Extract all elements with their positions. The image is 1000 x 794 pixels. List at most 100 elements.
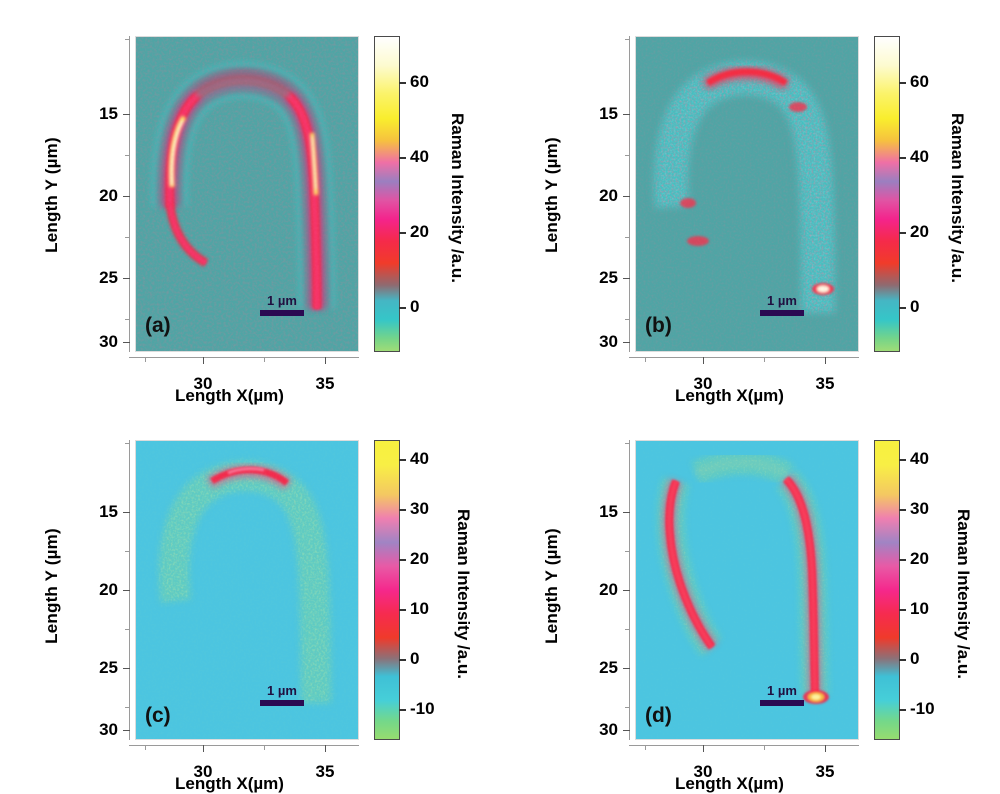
- panel-d-plot: 15 20 25 30 30 35: [599, 440, 859, 781]
- panel-d-cbar-label-10: 10: [910, 599, 929, 618]
- panel-b-colorbar: 60 40 20 0: [874, 36, 929, 352]
- panel-a-ylabel: Length Y (µm): [41, 137, 61, 253]
- panel-c-ytick-label-20: 20: [99, 580, 118, 599]
- panel-c-ytick-minor: [125, 629, 130, 630]
- panel-c-cbar-label-neg10: -10: [410, 699, 435, 718]
- panel-a-xtick-label-35: 35: [315, 374, 335, 393]
- panel-c-scalebar: 1 µm: [260, 684, 304, 706]
- panel-d-xtick-minor: [645, 745, 646, 750]
- panel-d-ytick-minor: [625, 629, 630, 630]
- panel-d-xtick-minor: [764, 745, 765, 750]
- panel-b-xtick-minor: [764, 357, 765, 362]
- panel-c-ytick-label-15: 15: [99, 502, 118, 521]
- panel-b-xlabel: Length X(µm): [675, 386, 784, 405]
- panel-a-ytick-30: 30: [99, 332, 130, 351]
- panel-b-cbar-label-20: 20: [910, 222, 929, 241]
- panel-c-letter: (c): [145, 704, 171, 727]
- panel-a-plot: 15 20 25 30 30 35: [99, 36, 359, 393]
- panel-b-cbar-label-60: 60: [910, 72, 929, 91]
- panel-c-cbar-tick-30: [399, 509, 406, 511]
- panel-b-xtick-label-30: 30: [693, 374, 713, 393]
- panel-a-cbar-tick-20: [399, 232, 406, 234]
- panel-d-cbar-label-30: 30: [910, 499, 929, 518]
- panel-b-ytick-minor: [625, 39, 630, 40]
- panel-a-heatmap: [135, 36, 359, 352]
- panel-b-letter: (b): [645, 314, 672, 337]
- panel-a-ytick-minor: [125, 39, 130, 40]
- panel-b-cbar-tick-0: [899, 307, 906, 309]
- panel-a-cbar-label-40: 40: [410, 147, 429, 166]
- panel-b-ytick-minor: [625, 155, 630, 156]
- panel-b-xtick-30: 30: [694, 357, 712, 393]
- panel-d-scalebar-label: 1 µm: [767, 683, 797, 699]
- panel-b-xtick-minor: [645, 357, 646, 362]
- panel-c-plot: 15 20 25 30 30 35: [99, 440, 359, 781]
- panel-a-ytick-label-15: 15: [99, 104, 118, 123]
- panel-c-xlabel: Length X(µm): [175, 774, 284, 793]
- panel-a-scalebar: 1 µm: [260, 294, 304, 316]
- panel-a-colorbar-title: Raman Intensity /a.u.: [448, 112, 467, 284]
- panel-c-colorbar-title: Raman Intensity /a.u.: [454, 508, 473, 680]
- panel-d-ytick-30: 30: [599, 720, 630, 739]
- panel-b-ytick-label-20: 20: [599, 186, 618, 205]
- panel-c: Length Y (µm) 15 20 25 30 30: [0, 396, 500, 793]
- panel-a-cbar-tick-0: [399, 307, 406, 309]
- panel-a-xtick-minor: [145, 357, 146, 362]
- panel-c-xtick-minor: [264, 745, 265, 750]
- panel-c-xtick-minor: [145, 745, 146, 750]
- panel-a-ytick-label-25: 25: [99, 268, 118, 287]
- panel-b-scalebar-rule: [760, 310, 804, 316]
- panel-c-cbar-tick-20: [399, 559, 406, 561]
- panel-a-scalebar-label: 1 µm: [267, 293, 297, 309]
- panel-d: Length Y (µm) 15 20 25 30 30: [500, 396, 1000, 793]
- panel-b-ytick-label-25: 25: [599, 268, 618, 287]
- panel-d-ytick-label-30: 30: [599, 720, 618, 739]
- panel-d-letter: (d): [645, 704, 672, 727]
- panel-a-cbar-label-20: 20: [410, 222, 429, 241]
- panel-d-heatmap: [635, 440, 859, 740]
- panel-c-ytick-minor: [125, 551, 130, 552]
- panel-d-ytick-label-25: 25: [599, 658, 618, 677]
- panel-d-scalebar: 1 µm: [760, 684, 804, 706]
- panel-c-cbar-tick-neg10: [399, 709, 406, 711]
- panel-c-xtick-label-35: 35: [315, 762, 335, 781]
- panel-b-xaxis: [629, 357, 859, 358]
- panel-b-ytick-20: 20: [599, 186, 630, 205]
- panel-a-cbar-tick-40: [399, 157, 406, 159]
- panel-c-cbar-label-40: 40: [410, 449, 429, 468]
- panel-a-letter: (a): [145, 314, 171, 337]
- panel-b-plot: 15 20 25 30 30 35: [599, 36, 859, 393]
- panel-b-scalebar-label: 1 µm: [767, 293, 797, 309]
- panel-c-cbar-tick-10: [399, 609, 406, 611]
- panel-d-ytick-20: 20: [599, 580, 630, 599]
- panel-a-cbar-label-60: 60: [410, 72, 429, 91]
- panel-a-ytick-15: 15: [99, 104, 130, 123]
- panel-a-ytick-25: 25: [99, 268, 130, 287]
- panel-b-ytick-minor: [625, 237, 630, 238]
- panel-b-colorbar-title: Raman Intensity /a.u.: [948, 112, 967, 284]
- panel-a-xtick-label-30: 30: [193, 374, 213, 393]
- panel-c-cbar-label-0: 0: [410, 649, 420, 668]
- panel-d-cbar-tick-20: [899, 559, 906, 561]
- panel-c-ytick-label-25: 25: [99, 658, 118, 677]
- panel-d-cbar-label-40: 40: [910, 449, 929, 468]
- panel-b-ylabel: Length Y (µm): [541, 137, 561, 253]
- panel-d-cbar-label-20: 20: [910, 549, 929, 568]
- panel-c-ytick-20: 20: [99, 580, 130, 599]
- panel-b: Length Y (µm) 15 20 25 30 30: [500, 0, 1000, 405]
- panel-d-colorbar: 40 30 20 10 0 -10: [874, 440, 935, 740]
- panel-c-xtick-30: 30: [194, 745, 212, 781]
- panel-a-colorbar: 60 40 20 0: [374, 36, 429, 352]
- panel-d-scalebar-rule: [760, 700, 804, 706]
- panel-d-xlabel: Length X(µm): [675, 774, 784, 793]
- panel-a-xlabel: Length X(µm): [175, 386, 284, 405]
- panel-a-cbar-tick-60: [399, 82, 406, 84]
- panel-d-cbar-label-neg10: -10: [910, 699, 935, 718]
- panel-a-scalebar-rule: [260, 310, 304, 316]
- panel-d-ytick-label-15: 15: [599, 502, 618, 521]
- panel-b-heatmap: [635, 36, 859, 352]
- panel-d-xaxis: [629, 745, 859, 746]
- panel-c-ytick-label-30: 30: [99, 720, 118, 739]
- panel-c-ytick-15: 15: [99, 502, 130, 521]
